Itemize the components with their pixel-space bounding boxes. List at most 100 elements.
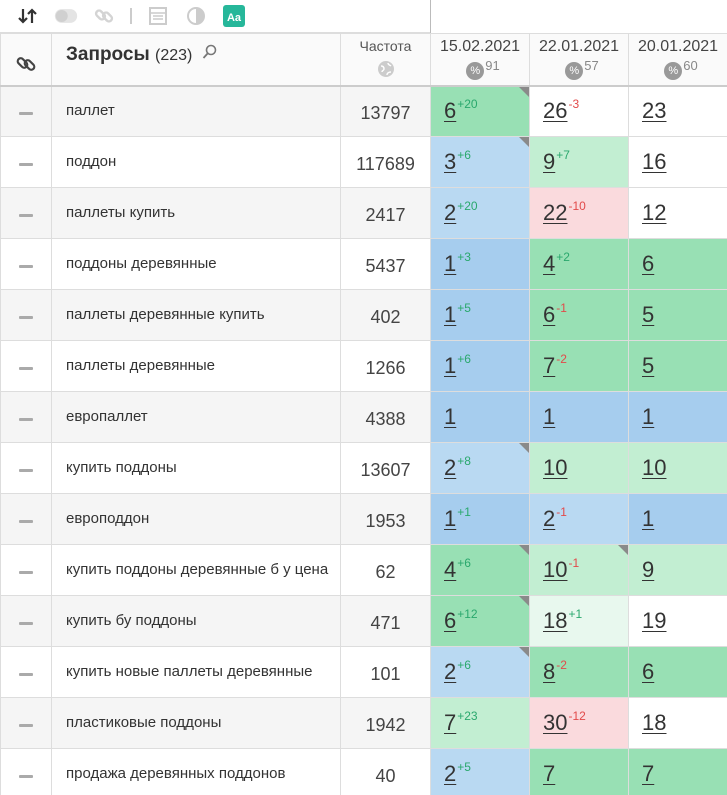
position-cell[interactable]: 30-12 [529, 697, 629, 749]
position-link[interactable]: 9 [543, 149, 556, 174]
minus-icon[interactable] [19, 622, 33, 625]
position-cell[interactable]: 6 [628, 238, 727, 290]
position-link[interactable]: 7 [642, 761, 655, 786]
query-cell[interactable]: купить поддоны [51, 442, 341, 494]
position-link[interactable]: 10 [543, 557, 568, 582]
row-action-cell[interactable] [0, 289, 52, 341]
position-cell[interactable]: 2+6 [430, 646, 530, 698]
position-link[interactable]: 1 [642, 404, 655, 429]
row-action-cell[interactable] [0, 544, 52, 596]
position-cell[interactable]: 5 [628, 289, 727, 341]
position-link[interactable]: 23 [642, 98, 667, 124]
minus-icon[interactable] [19, 571, 33, 574]
minus-icon[interactable] [19, 469, 33, 472]
header-link-cell[interactable] [0, 33, 52, 87]
header-query[interactable]: Запросы (223) [51, 33, 341, 87]
position-link[interactable]: 1 [543, 404, 556, 429]
minus-icon[interactable] [19, 316, 33, 319]
position-link[interactable]: 22 [543, 200, 568, 225]
position-link[interactable]: 1 [444, 404, 457, 429]
position-cell[interactable]: 1 [529, 391, 629, 443]
position-link[interactable]: 18 [642, 710, 667, 735]
position-cell[interactable]: 6+20 [430, 85, 530, 137]
query-cell[interactable]: паллеты деревянные купить [51, 289, 341, 341]
position-link[interactable]: 2 [444, 455, 457, 480]
position-cell[interactable]: 1+5 [430, 289, 530, 341]
position-link[interactable]: 8 [543, 659, 556, 684]
position-cell[interactable]: 7 [628, 748, 727, 795]
position-cell[interactable]: 12 [628, 187, 727, 239]
header-date-1[interactable]: 15.02.2021 % 91 [430, 33, 530, 87]
sort-icon[interactable] [16, 6, 40, 26]
text-aa-icon[interactable]: Aa [222, 5, 246, 27]
minus-icon[interactable] [19, 112, 33, 116]
position-link[interactable]: 2 [543, 506, 556, 531]
position-cell[interactable]: 1 [430, 391, 530, 443]
search-icon[interactable] [202, 44, 218, 66]
minus-icon[interactable] [19, 367, 33, 370]
position-link[interactable]: 2 [444, 659, 457, 684]
row-action-cell[interactable] [0, 595, 52, 647]
query-cell[interactable]: поддон [51, 136, 341, 188]
position-cell[interactable]: 6-1 [529, 289, 629, 341]
position-link[interactable]: 26 [543, 98, 568, 124]
position-cell[interactable]: 1+3 [430, 238, 530, 290]
row-action-cell[interactable] [0, 391, 52, 443]
position-cell[interactable]: 9+7 [529, 136, 629, 188]
position-link[interactable]: 3 [444, 149, 457, 174]
position-link[interactable]: 4 [444, 557, 457, 582]
position-link[interactable]: 6 [642, 251, 655, 276]
position-cell[interactable]: 8-2 [529, 646, 629, 698]
position-link[interactable]: 19 [642, 608, 667, 633]
minus-icon[interactable] [19, 418, 33, 421]
minus-icon[interactable] [19, 724, 33, 727]
row-action-cell[interactable] [0, 748, 52, 795]
header-date-3[interactable]: 20.01.2021 % 60 [628, 33, 727, 87]
position-cell[interactable]: 18 [628, 697, 727, 749]
position-cell[interactable]: 3+6 [430, 136, 530, 188]
position-cell[interactable]: 7 [529, 748, 629, 795]
row-action-cell[interactable] [0, 493, 52, 545]
position-cell[interactable]: 2+20 [430, 187, 530, 239]
position-cell[interactable]: 16 [628, 136, 727, 188]
query-cell[interactable]: паллет [51, 85, 341, 137]
row-action-cell[interactable] [0, 136, 52, 188]
position-link[interactable]: 7 [444, 710, 457, 735]
position-link[interactable]: 7 [543, 353, 556, 378]
query-cell[interactable]: европоддон [51, 493, 341, 545]
query-cell[interactable]: европаллет [51, 391, 341, 443]
row-action-cell[interactable] [0, 697, 52, 749]
position-link[interactable]: 9 [642, 557, 655, 582]
position-cell[interactable]: 9 [628, 544, 727, 596]
position-link[interactable]: 10 [642, 455, 667, 480]
position-cell[interactable]: 6 [628, 646, 727, 698]
minus-icon[interactable] [19, 673, 33, 676]
position-cell[interactable]: 5 [628, 340, 727, 392]
row-action-cell[interactable] [0, 238, 52, 290]
position-cell[interactable]: 1+6 [430, 340, 530, 392]
position-cell[interactable]: 10-1 [529, 544, 629, 596]
link-icon[interactable] [92, 6, 116, 26]
position-cell[interactable]: 1 [628, 391, 727, 443]
position-link[interactable]: 16 [642, 149, 667, 174]
minus-icon[interactable] [19, 520, 33, 523]
header-date-2[interactable]: 22.01.2021 % 57 [529, 33, 629, 87]
position-cell[interactable]: 1 [628, 493, 727, 545]
position-link[interactable]: 12 [642, 200, 667, 225]
position-cell[interactable]: 2+8 [430, 442, 530, 494]
position-cell[interactable]: 4+6 [430, 544, 530, 596]
position-cell[interactable]: 2+5 [430, 748, 530, 795]
minus-icon[interactable] [19, 163, 33, 166]
position-cell[interactable]: 1+1 [430, 493, 530, 545]
position-link[interactable]: 30 [543, 710, 568, 735]
minus-icon[interactable] [19, 775, 33, 778]
position-link[interactable]: 18 [543, 608, 568, 633]
row-action-cell[interactable] [0, 85, 52, 137]
link-icon[interactable] [15, 53, 37, 75]
position-link[interactable]: 10 [543, 455, 568, 480]
position-link[interactable]: 1 [444, 506, 457, 531]
position-cell[interactable]: 2-1 [529, 493, 629, 545]
query-cell[interactable]: паллеты деревянные [51, 340, 341, 392]
row-action-cell[interactable] [0, 442, 52, 494]
position-cell[interactable]: 7+23 [430, 697, 530, 749]
